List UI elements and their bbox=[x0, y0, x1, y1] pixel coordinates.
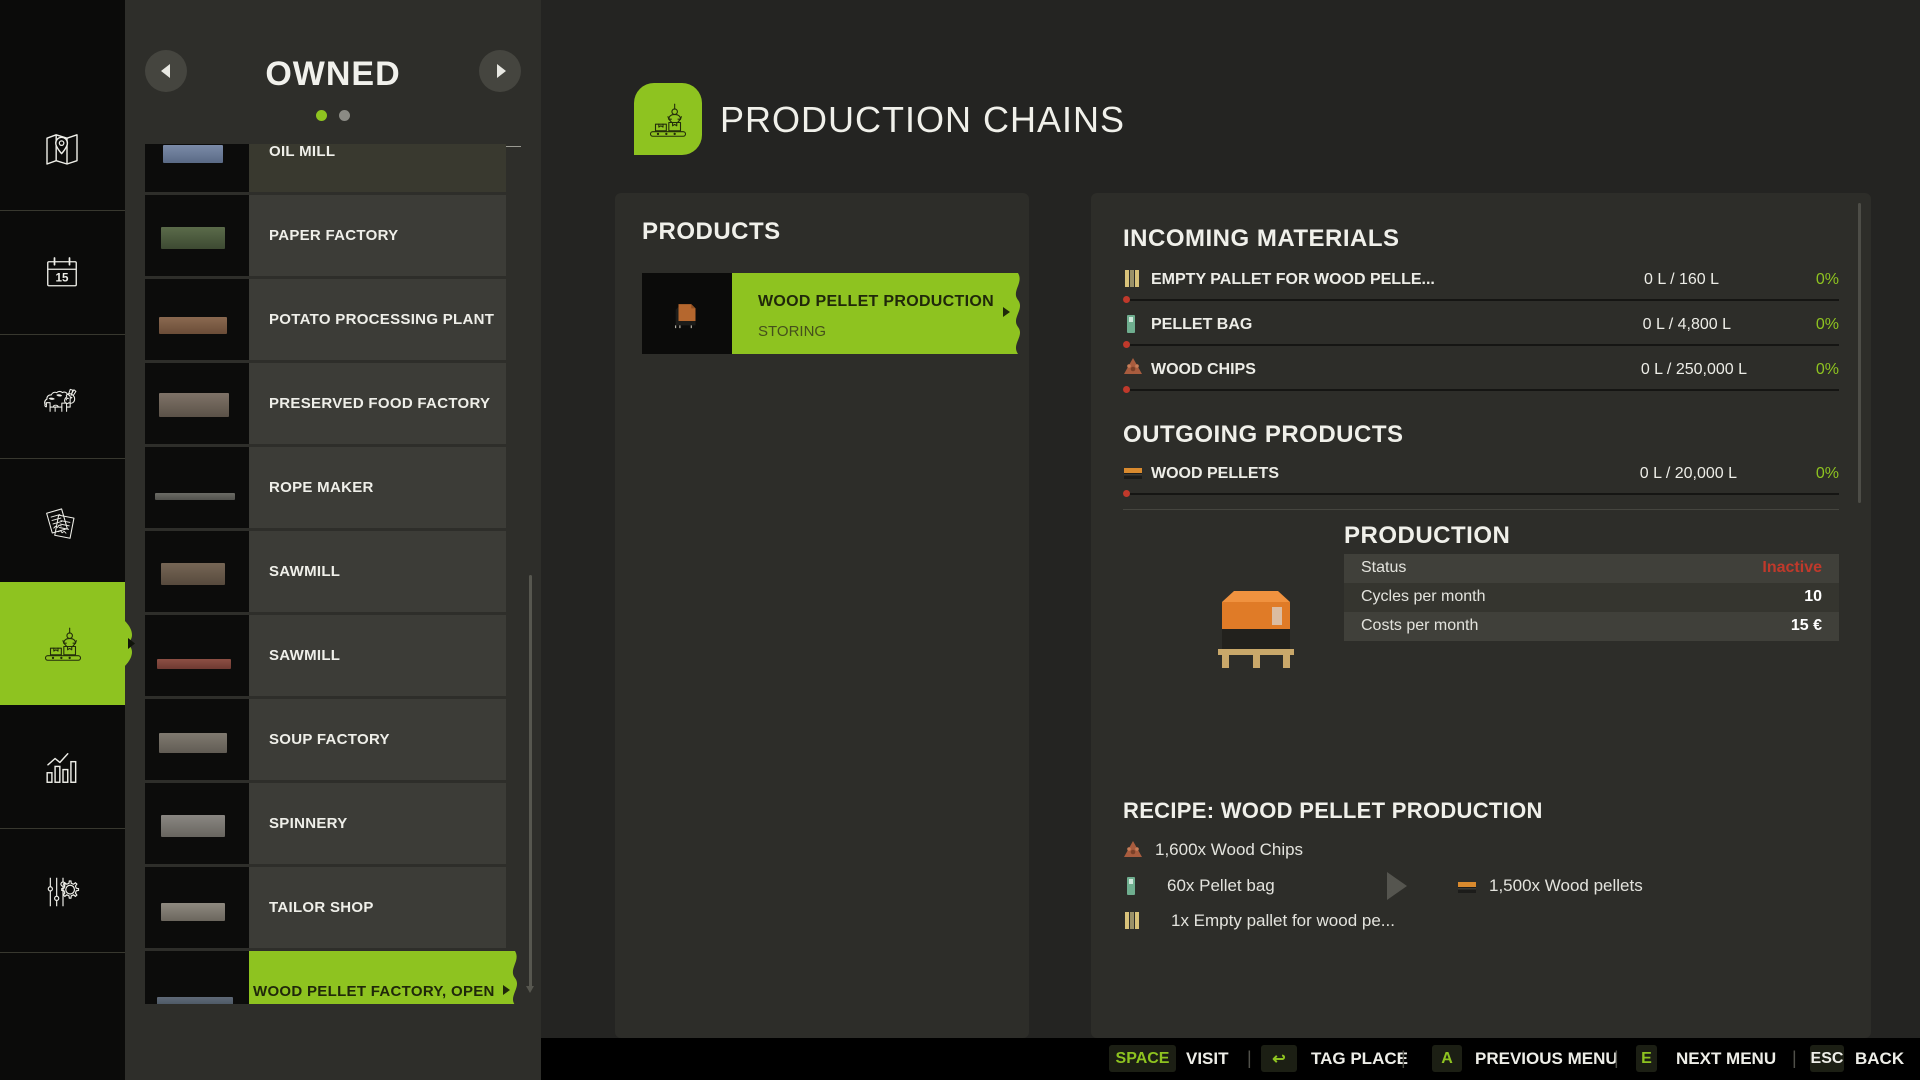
svg-text:15: 15 bbox=[56, 272, 69, 285]
